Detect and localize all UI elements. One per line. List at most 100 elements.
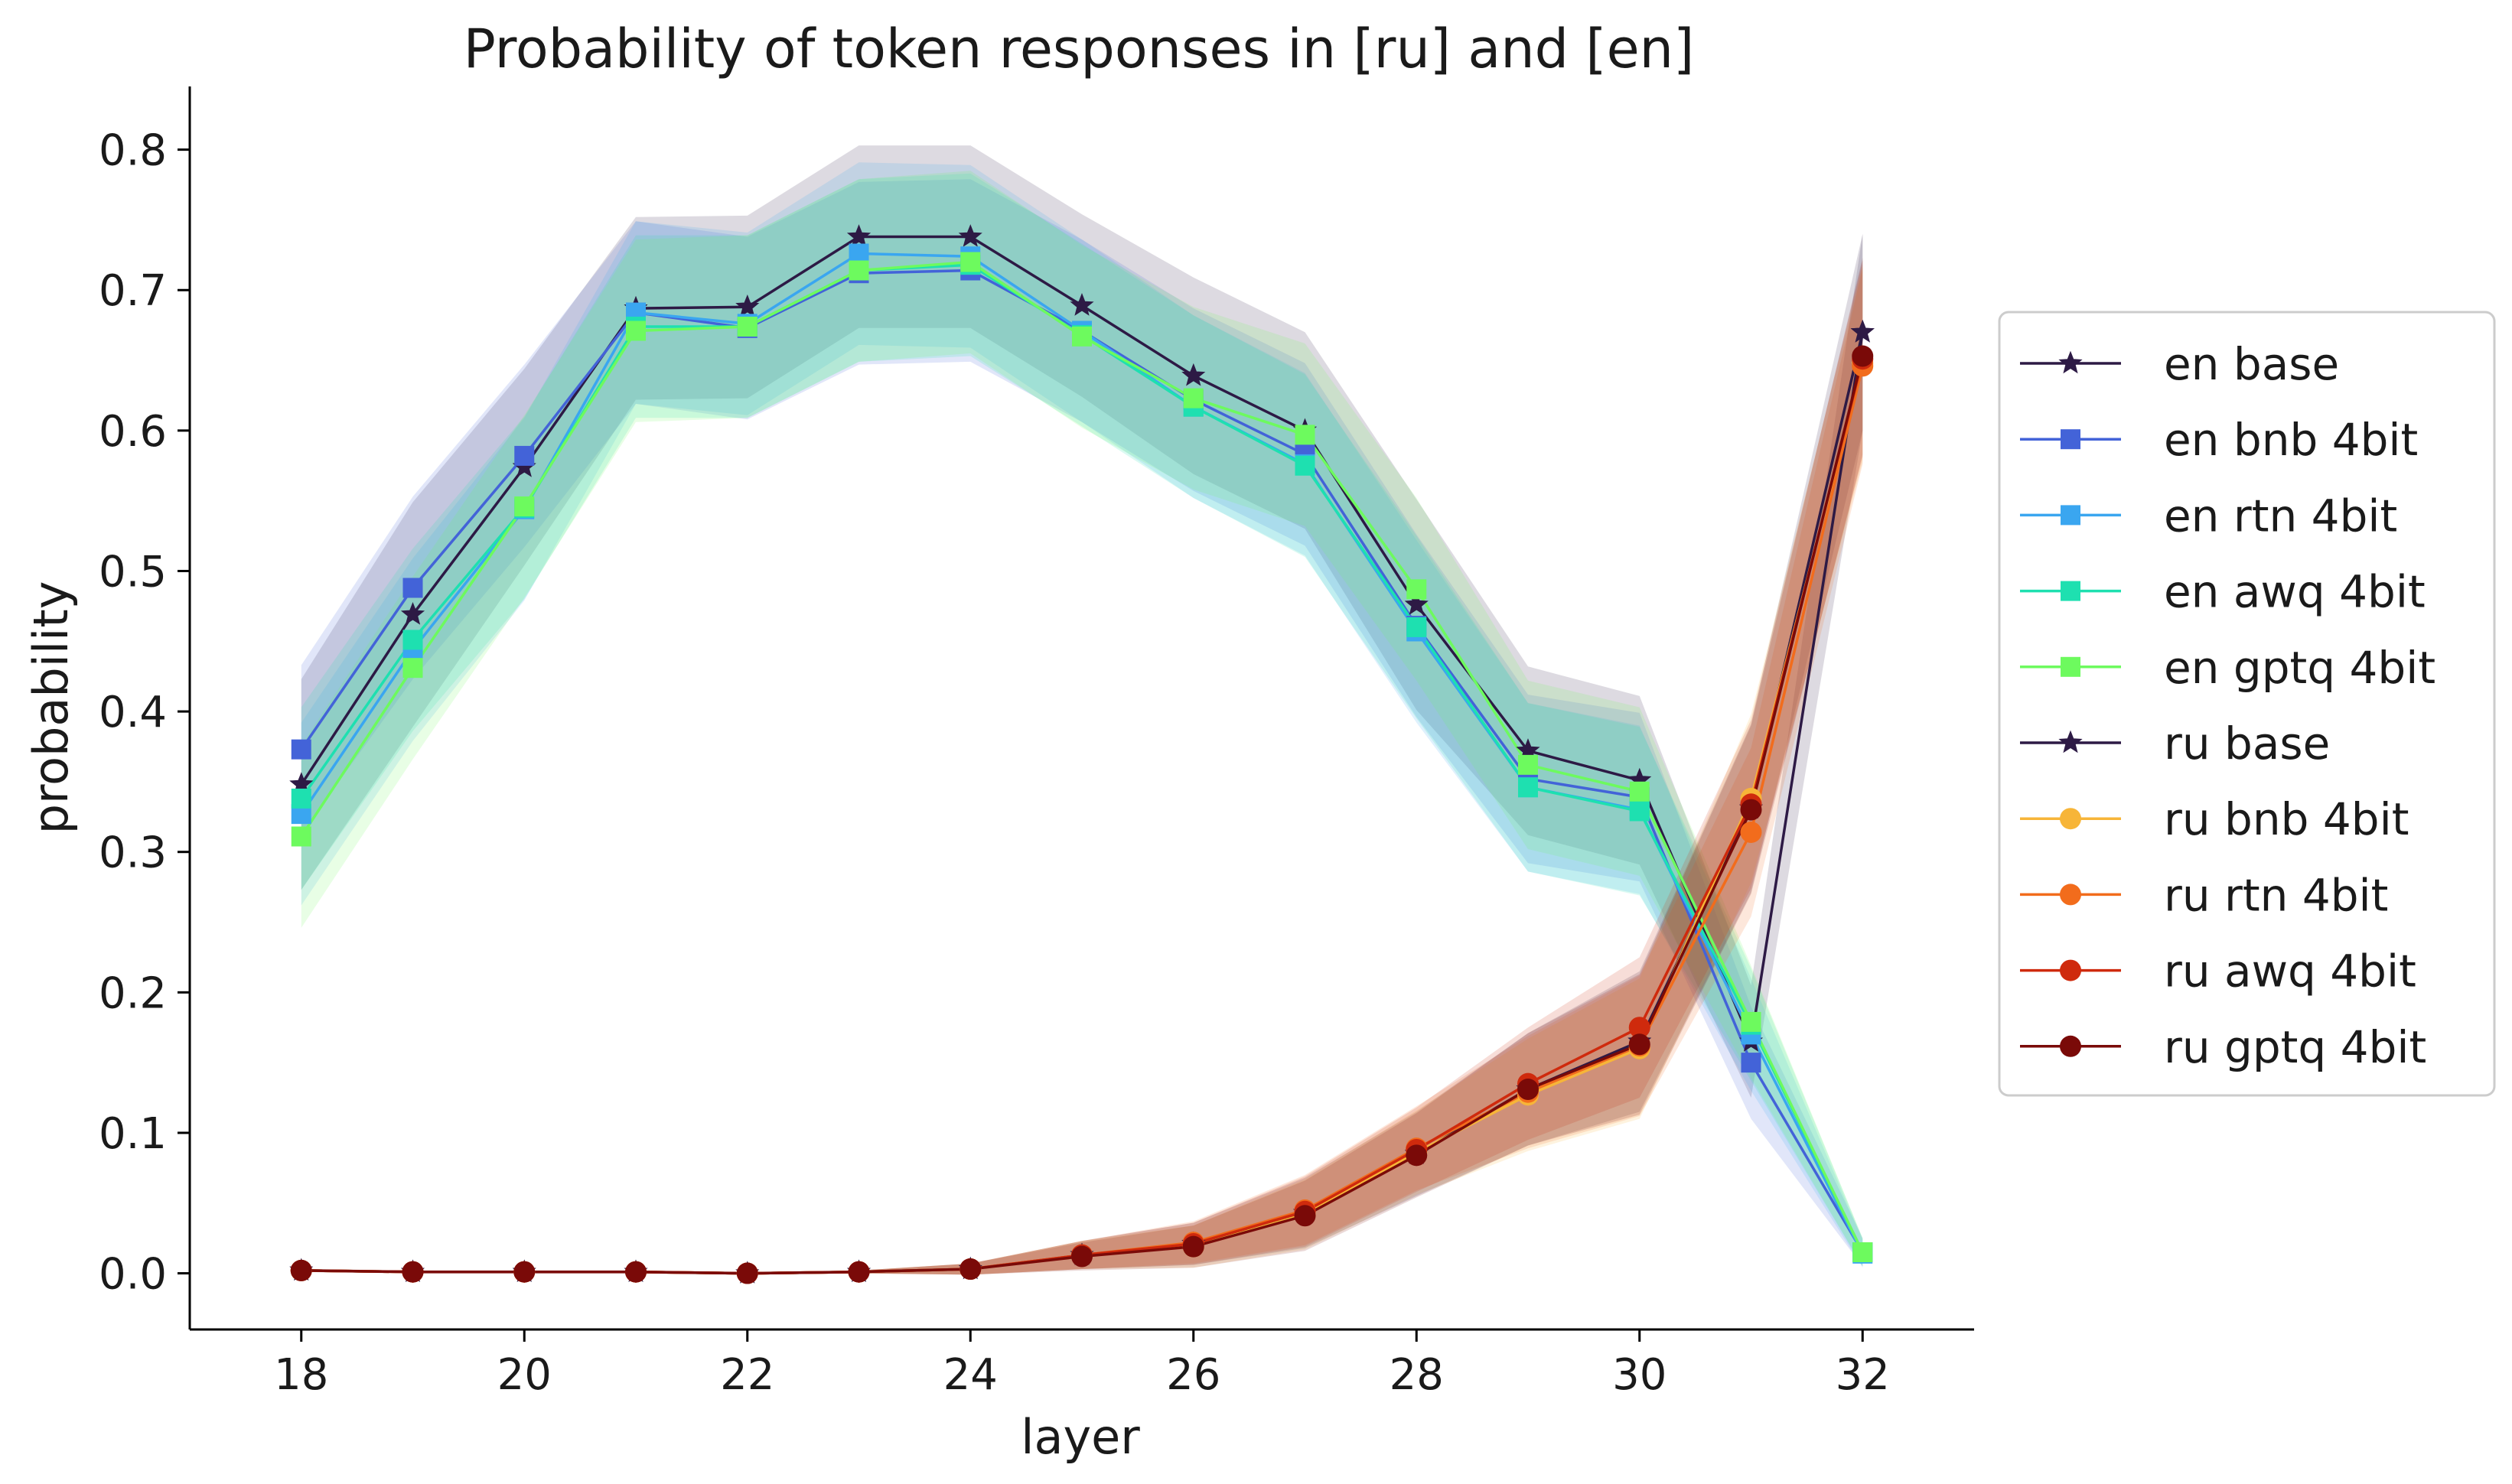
legend: en base en bnb 4bit en rtn 4bit en awq 4bit… bbox=[1998, 311, 2496, 1097]
point-ru-gptq-4bit-27 bbox=[1294, 1205, 1316, 1227]
point-en-awq-4bit-29 bbox=[1518, 777, 1538, 798]
point-en-base-24 bbox=[958, 224, 982, 247]
point-ru-gptq-4bit-28 bbox=[1406, 1144, 1428, 1167]
x-tick-label: 22 bbox=[720, 1350, 774, 1400]
point-en-gptq-4bit-21 bbox=[626, 321, 646, 341]
legend-swatch-marker bbox=[2060, 959, 2081, 981]
x-axis-label: layer bbox=[1021, 1409, 1140, 1465]
point-en-gptq-4bit-18 bbox=[291, 826, 311, 847]
legend-swatch-marker bbox=[2060, 884, 2081, 906]
legend-label: ru rtn 4bit bbox=[2164, 869, 2388, 921]
point-en-gptq-4bit-30 bbox=[1629, 781, 1650, 802]
point-ru-gptq-4bit-18 bbox=[290, 1259, 312, 1281]
legend-swatch-marker bbox=[2061, 656, 2080, 677]
point-en-awq-4bit-28 bbox=[1406, 617, 1427, 637]
point-ru-gptq-4bit-22 bbox=[736, 1262, 758, 1284]
point-en-gptq-4bit-31 bbox=[1741, 1011, 1761, 1032]
band-en-base bbox=[301, 145, 1863, 1098]
legend-item-ru-gptq-4bit: ru gptq 4bit bbox=[2020, 1021, 2426, 1073]
legend-swatch-marker bbox=[2058, 730, 2083, 753]
legend-swatch-marker bbox=[2061, 429, 2080, 450]
point-en-gptq-4bit-29 bbox=[1518, 754, 1538, 775]
legend-label: ru base bbox=[2164, 718, 2330, 770]
y-tick-label: 0.6 bbox=[99, 407, 167, 457]
point-en-rtn-4bit-23 bbox=[849, 243, 869, 264]
point-ru-awq-4bit-30 bbox=[1628, 1017, 1650, 1039]
legend-item-ru-rtn-4bit: ru rtn 4bit bbox=[2020, 869, 2388, 921]
markers-en-gptq-4bit bbox=[291, 252, 1873, 1263]
legend-swatch-marker bbox=[2061, 505, 2080, 526]
legend-swatch-marker bbox=[2060, 1035, 2081, 1057]
x-tick-label: 20 bbox=[497, 1350, 552, 1400]
y-tick-label: 0.5 bbox=[99, 547, 167, 597]
legend-item-en-base: en base bbox=[2020, 338, 2339, 390]
legend-label: en gptq 4bit bbox=[2164, 642, 2435, 694]
y-tick-label: 0.0 bbox=[99, 1250, 167, 1300]
point-ru-rtn-4bit-31 bbox=[1740, 822, 1762, 843]
point-en-awq-4bit-18 bbox=[291, 788, 311, 809]
legend-item-en-bnb-4bit: en bnb 4bit bbox=[2020, 414, 2418, 466]
point-ru-gptq-4bit-26 bbox=[1182, 1235, 1204, 1258]
y-tick-label: 0.4 bbox=[99, 688, 167, 737]
point-ru-gptq-4bit-24 bbox=[960, 1258, 982, 1281]
legend-label: en base bbox=[2164, 338, 2339, 390]
point-en-base-25 bbox=[1070, 293, 1094, 316]
point-ru-gptq-4bit-32 bbox=[1852, 345, 1874, 367]
legend-label: ru awq 4bit bbox=[2164, 945, 2416, 997]
point-ru-gptq-4bit-25 bbox=[1071, 1245, 1093, 1268]
x-tick-label: 26 bbox=[1166, 1350, 1220, 1400]
point-en-bnb-4bit-31 bbox=[1741, 1053, 1761, 1073]
point-en-gptq-4bit-27 bbox=[1295, 425, 1315, 445]
y-tick-label: 0.3 bbox=[99, 828, 167, 878]
point-ru-base-32 bbox=[1850, 319, 1875, 343]
point-ru-gptq-4bit-20 bbox=[513, 1261, 536, 1283]
legend-frame bbox=[1998, 311, 2496, 1097]
point-en-gptq-4bit-32 bbox=[1852, 1242, 1873, 1263]
point-ru-gptq-4bit-31 bbox=[1740, 799, 1762, 821]
point-en-base-22 bbox=[735, 294, 760, 317]
band-en-rtn-4bit bbox=[301, 162, 1863, 1268]
confidence-bands bbox=[301, 145, 1863, 1275]
x-tick-label: 28 bbox=[1390, 1350, 1444, 1400]
point-en-gptq-4bit-26 bbox=[1183, 388, 1204, 408]
legend-item-en-gptq-4bit: en gptq 4bit bbox=[2020, 642, 2435, 694]
point-en-awq-4bit-27 bbox=[1295, 455, 1315, 476]
band-en-awq-4bit bbox=[301, 173, 1863, 1267]
legend-label: en rtn 4bit bbox=[2164, 490, 2397, 542]
point-en-gptq-4bit-24 bbox=[960, 252, 981, 272]
point-en-base-26 bbox=[1181, 363, 1206, 386]
point-ru-gptq-4bit-23 bbox=[848, 1261, 870, 1283]
chart-title: Probability of token responses in [ru] a… bbox=[464, 18, 1695, 80]
point-en-gptq-4bit-22 bbox=[737, 316, 758, 337]
markers-ru-gptq-4bit bbox=[290, 345, 1874, 1284]
point-en-base-28 bbox=[1404, 592, 1429, 615]
legend-label: en awq 4bit bbox=[2164, 566, 2426, 618]
series-markers bbox=[289, 224, 1875, 1284]
legend-label: ru gptq 4bit bbox=[2164, 1021, 2426, 1073]
band-en-gptq-4bit bbox=[301, 171, 1863, 1267]
x-tick-label: 32 bbox=[1836, 1350, 1890, 1400]
point-ru-gptq-4bit-21 bbox=[625, 1261, 647, 1283]
y-tick-label: 0.1 bbox=[99, 1109, 167, 1159]
legend-swatch-marker bbox=[2061, 581, 2080, 601]
point-en-gptq-4bit-25 bbox=[1072, 326, 1092, 347]
legend-item-en-awq-4bit: en awq 4bit bbox=[2020, 566, 2426, 618]
point-en-awq-4bit-30 bbox=[1629, 801, 1650, 822]
legend-label: ru bnb 4bit bbox=[2164, 793, 2409, 845]
x-tick-label: 18 bbox=[274, 1350, 328, 1400]
point-en-gptq-4bit-28 bbox=[1406, 579, 1427, 600]
y-tick-label: 0.7 bbox=[99, 266, 167, 316]
legend-swatch-marker bbox=[2060, 808, 2081, 830]
point-ru-gptq-4bit-29 bbox=[1517, 1079, 1539, 1101]
legend-item-en-rtn-4bit: en rtn 4bit bbox=[2020, 490, 2397, 542]
point-en-base-19 bbox=[400, 602, 425, 625]
legend-swatch-marker bbox=[2058, 350, 2083, 374]
legend-label: en bnb 4bit bbox=[2164, 414, 2418, 466]
point-en-gptq-4bit-23 bbox=[849, 260, 869, 281]
x-ticks: 18 20 22 24 26 28 30 32 bbox=[274, 1329, 1890, 1400]
legend-item-ru-bnb-4bit: ru bnb 4bit bbox=[2020, 793, 2409, 845]
point-ru-gptq-4bit-19 bbox=[402, 1261, 424, 1283]
x-tick-label: 30 bbox=[1612, 1350, 1667, 1400]
point-en-bnb-4bit-20 bbox=[514, 445, 535, 466]
